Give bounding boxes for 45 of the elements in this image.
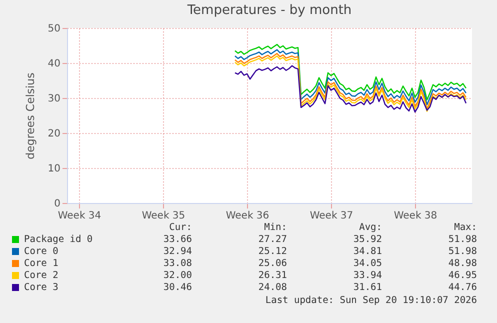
y-axis-title: degrees Celsius — [24, 72, 37, 160]
y-tick-label: 40 — [48, 58, 60, 70]
y-tick-label: 10 — [48, 164, 60, 174]
x-tick-label: Week 37 — [310, 210, 354, 222]
text: Cur: — [168, 222, 192, 234]
y-tick-label: 50 — [48, 24, 60, 34]
text: 25.06 — [257, 258, 287, 270]
y-tick-label: 20 — [48, 128, 60, 140]
text: Last update: Sun Sep 20 19:10:07 2026 — [265, 295, 477, 307]
legend-label: Core 3 — [23, 282, 60, 294]
text: 51.98 — [447, 246, 477, 258]
text: 46.95 — [447, 270, 477, 282]
text: Min: — [263, 222, 287, 234]
text: 51.98 — [447, 234, 477, 246]
text: Avg: — [358, 222, 382, 234]
x-tick-label: Week 34 — [58, 210, 102, 222]
text: 32.94 — [162, 246, 192, 258]
text: 25.12 — [257, 246, 287, 258]
text: 33.66 — [162, 234, 192, 246]
x-tick-label: Week 36 — [226, 210, 270, 222]
text: 32.00 — [162, 270, 192, 282]
x-tick-label: Week 35 — [142, 210, 186, 222]
y-tick-label: 30 — [48, 94, 60, 104]
legend-label: Package id 0 — [23, 234, 94, 246]
text: 27.27 — [257, 234, 287, 246]
text: 34.81 — [352, 246, 382, 258]
x-tick-label: Week 38 — [394, 210, 438, 222]
text: 33.94 — [352, 270, 382, 282]
legend-label: Core 1 — [23, 258, 60, 270]
text: 44.76 — [447, 282, 477, 294]
text: 31.61 — [352, 282, 382, 294]
text: 24.08 — [257, 282, 287, 294]
line-series — [234, 44, 467, 100]
y-tick-label: 0 — [54, 198, 60, 210]
text: 30.46 — [162, 282, 192, 294]
text: 35.92 — [352, 234, 382, 246]
chart-title: Temperatures - by month — [186, 3, 352, 18]
text: 34.05 — [352, 258, 382, 270]
legend-label: Core 0 — [23, 246, 60, 258]
text: Max: — [453, 222, 477, 234]
text: 48.98 — [447, 258, 477, 270]
text: 33.08 — [162, 258, 192, 270]
line-series — [234, 65, 467, 113]
legend-label: Core 2 — [23, 270, 60, 282]
text: 26.31 — [257, 270, 287, 282]
